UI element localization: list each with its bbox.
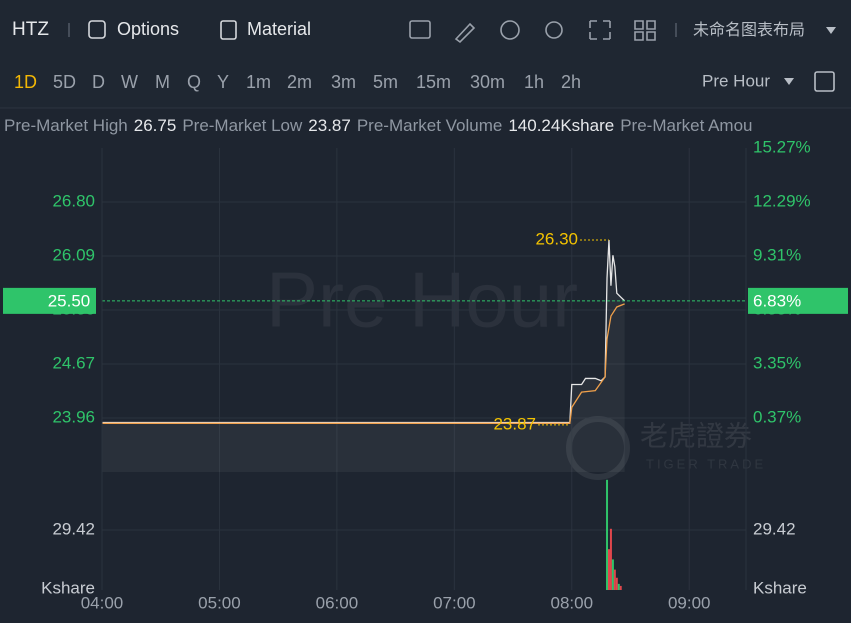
material-icon[interactable] — [220, 20, 237, 40]
x-tick-label: 08:00 — [551, 593, 594, 612]
volume-bar — [606, 479, 609, 590]
volume-bar — [613, 569, 616, 590]
period-button[interactable]: 3m — [331, 72, 356, 92]
period-button[interactable]: 5m — [373, 72, 398, 92]
stat-value: 140.24Kshare — [508, 116, 614, 135]
y-tick-label: 23.96 — [52, 407, 95, 426]
stat-label: Pre-Market Low — [182, 116, 303, 135]
volume-bar — [617, 583, 620, 590]
last-change-badge — [748, 287, 848, 314]
period-button[interactable]: 2m — [287, 72, 312, 92]
y2-tick-label: 3.35% — [753, 353, 801, 372]
y2-tick-label: 29.42 — [753, 519, 796, 538]
volume-bar — [619, 585, 622, 590]
chart: 04:00 05:00 06:00 07:00 08:00 09:00 23.96 24.67… — [3, 137, 848, 612]
period-button[interactable]: D — [92, 72, 105, 92]
y2-tick-label: 12.29% — [753, 191, 811, 210]
volume-bar — [609, 528, 612, 590]
brand-name-en: TIGER TRADE — [646, 456, 766, 471]
volume-unit: Kshare — [753, 578, 807, 597]
y2-tick-label: 9.31% — [753, 245, 801, 264]
chart-icon[interactable] — [409, 20, 431, 39]
period-button[interactable]: Y — [217, 72, 229, 92]
dropdown-arrow[interactable] — [826, 27, 836, 34]
watermark: Pre Hour — [266, 256, 578, 344]
period-button[interactable]: Q — [187, 72, 201, 92]
stat-label: Pre-Market Volume — [357, 116, 503, 135]
period-button[interactable]: 30m — [470, 72, 505, 92]
x-tick-label: 09:00 — [668, 593, 711, 612]
y2-tick-label: 0.37% — [753, 407, 801, 426]
price-line — [102, 239, 626, 424]
material-button[interactable]: Material — [247, 19, 311, 39]
volume-bar — [615, 577, 618, 590]
brand-name: 老虎證券 — [640, 420, 752, 451]
layout-name[interactable]: 未命名图表布局 — [693, 21, 805, 39]
layout-icon[interactable] — [634, 20, 656, 41]
price-line — [102, 303, 625, 424]
y-tick-label: 26.80 — [52, 191, 95, 210]
period-button[interactable]: 15m — [416, 72, 451, 92]
draw-icon[interactable] — [454, 22, 476, 44]
stat-label: Pre-Market High — [4, 116, 128, 135]
dropdown-arrow[interactable] — [784, 78, 794, 85]
period-button[interactable]: 1m — [246, 72, 271, 92]
stat-label: Pre-Market Amou — [620, 116, 752, 135]
y-tick-label: 29.42 — [52, 519, 95, 538]
period-bar: 1D 5D D W M Q Y 1m 2m 3m 5m 15m 30m 1h 2h — [14, 72, 581, 92]
x-tick-label: 05:00 — [198, 593, 241, 612]
period-button[interactable]: W — [121, 72, 138, 92]
tool-icons — [409, 20, 656, 44]
last-change-label: 6.83% — [753, 291, 801, 310]
last-price-label: 25.50 — [48, 291, 91, 310]
y-tick-label: 26.09 — [52, 245, 95, 264]
expand-icon[interactable] — [814, 71, 835, 92]
volume-bar — [611, 559, 614, 590]
volume-bar — [607, 549, 610, 590]
stat-value: 23.87 — [308, 116, 351, 135]
fullscreen-icon[interactable] — [589, 20, 611, 40]
x-tick-label: 07:00 — [433, 593, 476, 612]
y2-tick-label: 15.27% — [753, 137, 811, 156]
period-button[interactable]: 1h — [524, 72, 544, 92]
symbol[interactable]: HTZ — [12, 19, 49, 40]
reset-icon[interactable] — [500, 20, 520, 40]
x-tick-label: 04:00 — [81, 593, 124, 612]
options-icon[interactable] — [88, 20, 106, 39]
y-tick-label: 24.67 — [52, 353, 95, 372]
volume-unit: Kshare — [41, 578, 95, 597]
period-button[interactable]: 2h — [561, 72, 581, 92]
toolbar-bg — [0, 0, 851, 108]
low-marker-label: 23.87 — [493, 414, 536, 433]
period-button[interactable]: 1D — [14, 72, 37, 92]
last-price-badge — [3, 287, 96, 314]
options-button[interactable]: Options — [117, 19, 179, 39]
brand-logo — [566, 416, 630, 480]
x-tick-label: 06:00 — [316, 593, 359, 612]
stats-row: Pre-Market High 26.75 Pre-Market Low 23.87 P… — [4, 116, 752, 135]
high-marker-label: 26.30 — [535, 230, 578, 249]
settings-icon[interactable] — [545, 21, 563, 39]
session-select[interactable]: Pre Hour — [702, 71, 770, 90]
period-button[interactable]: 5D — [53, 72, 76, 92]
period-button[interactable]: M — [155, 72, 170, 92]
stat-value: 26.75 — [134, 116, 177, 135]
price-area — [102, 240, 625, 472]
